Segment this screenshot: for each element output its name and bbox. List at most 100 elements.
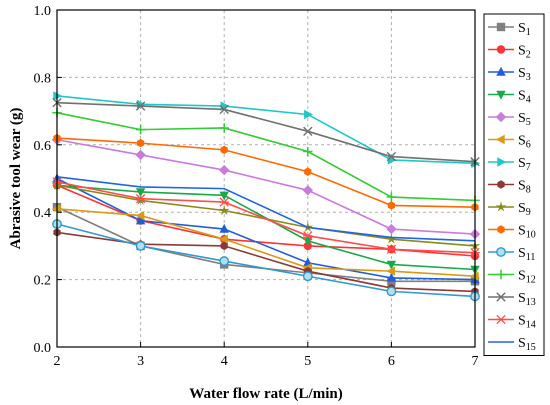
legend-label: S9 [518, 201, 531, 218]
series-line-S6 [56, 208, 476, 278]
legend-item-S4: S4 [488, 89, 531, 106]
legend-label-sub: 1 [526, 27, 531, 38]
y-tick-label: 0.2 [34, 274, 52, 289]
data-point-S9 [135, 194, 147, 206]
data-point-S6 [219, 234, 228, 244]
legend-label: S11 [518, 246, 535, 263]
legend-label: S15 [518, 336, 536, 353]
data-point-S6 [469, 271, 479, 281]
data-point-S11 [219, 256, 230, 266]
legend-item-S12: S12 [488, 269, 536, 286]
legend-item-S13: S13 [488, 291, 536, 308]
y-tick-label: 0.0 [34, 341, 52, 356]
legend-label: S2 [518, 44, 531, 61]
data-point-S7 [304, 109, 313, 120]
legend-label: S14 [518, 314, 536, 331]
legend-label: S4 [518, 89, 531, 106]
series-line-S7 [56, 95, 476, 165]
legend-item-S6: S6 [488, 134, 531, 151]
y-tick-label: 0.8 [34, 71, 52, 86]
legend-item-S9: S9 [488, 201, 531, 218]
legend-item-S10: S10 [488, 224, 536, 241]
data-point-S12 [135, 124, 146, 135]
data-point-S11 [386, 286, 397, 297]
legend-label-sub: 4 [526, 95, 531, 106]
legend-label-main: S [518, 44, 526, 59]
legend-marker [496, 292, 506, 302]
legend-item-S8: S8 [488, 179, 531, 196]
legend-label-sub: 6 [526, 140, 531, 151]
plot-frame [56, 9, 476, 348]
x-tick-label: 3 [137, 354, 144, 369]
data-point-S12 [303, 146, 313, 157]
legend-label-main: S [518, 134, 526, 149]
legend-label-sub: 12 [526, 275, 536, 286]
data-point-S6 [135, 210, 145, 221]
series-S15 [56, 176, 476, 242]
legend-label: S12 [518, 269, 536, 286]
legend-label-sub: 15 [526, 342, 536, 353]
data-point-S4 [135, 188, 146, 198]
legend-label: S8 [518, 179, 531, 196]
legend-marker [497, 225, 505, 234]
series-S13 [52, 97, 480, 167]
legend-marker [496, 22, 506, 32]
x-tick-label: 2 [54, 354, 61, 369]
legend-label: S7 [518, 156, 531, 173]
data-point-S4 [219, 191, 229, 201]
data-point-S9 [385, 233, 397, 244]
data-point-S14 [219, 197, 229, 207]
data-point-S14 [135, 194, 146, 204]
y-tick-label: 1.0 [34, 4, 52, 19]
series-S5 [51, 134, 481, 240]
x-axis-label: Water flow rate (L/min) [189, 386, 342, 402]
x-tick-label: 6 [388, 354, 395, 369]
legend-marker [496, 247, 506, 257]
data-point-S11 [302, 271, 313, 282]
legend-label-main: S [518, 314, 526, 329]
legend-label-main: S [518, 291, 526, 306]
legend-marker [496, 45, 506, 54]
series-S14 [52, 177, 480, 258]
legend-label: S1 [518, 21, 531, 38]
legend-label-main: S [518, 246, 526, 261]
data-point-S8 [220, 241, 228, 251]
series-line-S3 [56, 177, 476, 281]
legend-item-S14: S14 [488, 314, 536, 331]
legend-label-sub: 8 [526, 185, 531, 196]
y-axis-label: Abrasive tool wear (g) [8, 108, 24, 250]
series-line-S13 [56, 101, 476, 163]
data-point-S14 [303, 231, 313, 241]
legend-label-main: S [518, 156, 526, 171]
legend-label-main: S [518, 89, 526, 104]
legend-item-S5: S5 [488, 111, 531, 128]
legend-marker [495, 134, 505, 145]
series-layer [51, 91, 481, 302]
series-S7 [53, 91, 481, 169]
series-S6 [51, 204, 479, 281]
data-point-S12 [386, 192, 397, 202]
legend-label-main: S [518, 336, 526, 351]
legend-marker [495, 201, 507, 212]
legend-label: S6 [518, 134, 531, 151]
legend-marker [496, 269, 506, 280]
data-point-S3 [135, 215, 146, 225]
legend-label-main: S [518, 66, 526, 81]
legend-marker [497, 180, 505, 189]
data-point-S6 [51, 204, 61, 214]
x-tick-label: 5 [304, 354, 311, 369]
legend-label-sub: 5 [526, 117, 531, 128]
series-line-S14 [56, 181, 476, 254]
data-point-S10 [304, 167, 312, 176]
legend-label-sub: 7 [526, 162, 531, 173]
gridlines [57, 10, 475, 347]
legend-label-sub: 14 [526, 320, 536, 331]
legend-label-sub: 2 [526, 50, 531, 61]
series-S10 [53, 133, 479, 212]
series-line-S10 [56, 137, 476, 208]
tick-labels: 2 3 4 5 6 7 0.0 0.2 0.4 0.6 0.8 1.0 [34, 4, 479, 369]
legend-label-main: S [518, 269, 526, 284]
data-point-S4 [386, 260, 397, 270]
data-point-S4 [303, 237, 313, 247]
